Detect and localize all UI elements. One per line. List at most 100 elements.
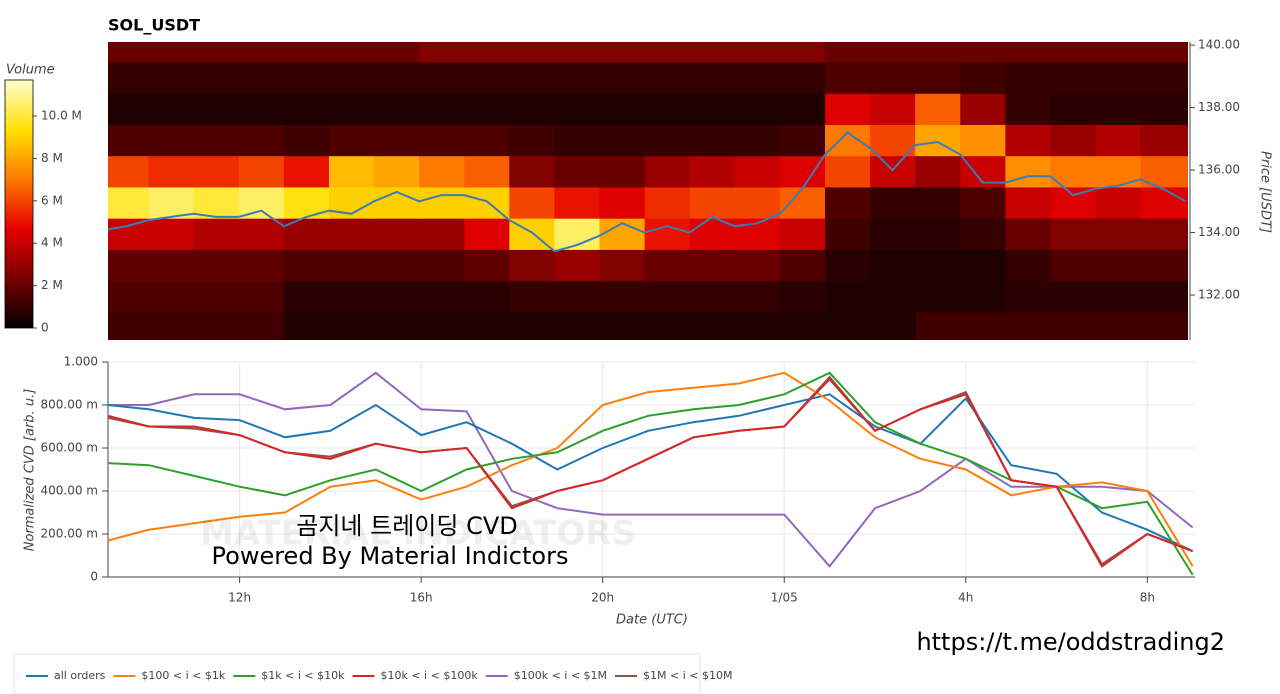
heatmap-cell <box>870 218 916 250</box>
heatmap-cell <box>734 280 781 313</box>
heatmap-cell <box>689 155 736 188</box>
heatmap-cell <box>824 186 871 219</box>
heatmap-cell <box>1095 218 1142 250</box>
heatmap-cell <box>734 186 781 219</box>
heatmap-cell <box>644 218 691 250</box>
heatmap-cell <box>193 93 240 125</box>
heatmap-cell <box>238 61 285 94</box>
heatmap-cell <box>148 249 195 282</box>
heatmap-cell <box>915 155 961 188</box>
heatmap-cell <box>464 61 510 94</box>
heatmap-cell <box>509 249 555 282</box>
heatmap-cell <box>644 93 691 125</box>
heatmap-cell <box>464 311 510 340</box>
heatmap-cell <box>1095 124 1142 157</box>
heatmap-cell <box>644 280 691 313</box>
heatmap-cell <box>779 124 826 157</box>
heatmap-cell <box>193 155 240 188</box>
heatmap-cell <box>1005 124 1051 157</box>
legend-label: $1k < i < $10k <box>261 669 345 682</box>
heatmap-cell <box>374 42 420 63</box>
heatmap-cell <box>328 249 375 282</box>
heatmap-cell <box>554 249 601 282</box>
heatmap-cell <box>824 155 871 188</box>
heatmap-cell <box>599 93 646 125</box>
heatmap-cell <box>644 124 691 157</box>
heatmap-cell <box>193 218 240 250</box>
heatmap-cell <box>644 311 691 340</box>
colorbar-tick-label: 6 M <box>41 193 63 207</box>
heatmap-cell <box>779 61 826 94</box>
heatmap-cell <box>374 93 420 125</box>
heatmap-cell <box>1050 249 1097 282</box>
y-axis-label: Price [USDT] <box>1258 151 1273 233</box>
heatmap-cell <box>1050 124 1097 157</box>
colorbar-tick-label: 10.0 M <box>41 109 82 123</box>
heatmap-cell <box>108 93 150 125</box>
heatmap-cell <box>1005 155 1051 188</box>
heatmap-cell <box>419 124 465 157</box>
heatmap-cell <box>960 93 1006 125</box>
heatmap-cell <box>108 124 150 157</box>
price-line <box>108 131 1187 253</box>
heatmap-cell <box>238 249 285 282</box>
heatmap-cell <box>1005 249 1051 282</box>
heatmap-cell <box>960 311 1006 340</box>
heatmap-cell <box>644 61 691 94</box>
heatmap-cell <box>599 311 646 340</box>
heatmap-cell <box>689 61 736 94</box>
annotation: 곰지네 트레이딩 CVD <box>296 512 517 540</box>
heatmap-cell <box>1140 61 1188 94</box>
heatmap-cell <box>824 42 871 63</box>
heatmap-cell <box>554 42 601 63</box>
cvd-line <box>108 371 1194 568</box>
heatmap-cell <box>1140 93 1188 125</box>
colorbar-tick-label: 2 M <box>41 278 63 292</box>
heatmap-cell <box>1050 218 1097 250</box>
heatmap-cell <box>193 249 240 282</box>
heatmap-cell <box>960 218 1006 250</box>
heatmap-cell <box>238 311 285 340</box>
heatmap-cell <box>419 280 465 313</box>
legend-label: $10k < i < $100k <box>380 669 478 682</box>
heatmap-cell <box>1095 93 1142 125</box>
heatmap-cell <box>108 218 150 250</box>
heatmap-cell <box>734 155 781 188</box>
heatmap-cell <box>870 249 916 282</box>
heatmap-cell <box>464 280 510 313</box>
heatmap-cell <box>1095 155 1142 188</box>
y-tick-label: 1.000 <box>64 355 98 369</box>
heatmap-cell <box>1095 186 1142 219</box>
heatmap-cell <box>328 155 375 188</box>
heatmap-cell <box>148 61 195 94</box>
y-tick-label: 800.00 m <box>41 398 99 412</box>
y-tick-label: 132.00 <box>1198 288 1240 302</box>
colorbar <box>4 79 34 329</box>
x-tick-label: 16h <box>410 591 433 605</box>
legend-label: $100 < i < $1k <box>141 669 225 682</box>
heatmap-cell <box>915 249 961 282</box>
heatmap-cell <box>824 93 871 125</box>
heatmap-cell <box>238 42 285 63</box>
heatmap-cell <box>328 61 375 94</box>
heatmap-cell <box>734 311 781 340</box>
x-tick-label: 12h <box>228 591 251 605</box>
heatmap-cell <box>1005 61 1051 94</box>
y-tick-label: 136.00 <box>1198 163 1240 177</box>
heatmap-cell <box>779 155 826 188</box>
heatmap-cell <box>870 311 916 340</box>
heatmap-cell <box>464 124 510 157</box>
heatmap-cell <box>419 61 465 94</box>
heatmap-cell <box>960 42 1006 63</box>
heatmap-cell <box>193 42 240 63</box>
heatmap-cell <box>374 280 420 313</box>
heatmap-cell <box>283 42 330 63</box>
heatmap-cell <box>644 186 691 219</box>
heatmap-cell <box>915 311 961 340</box>
heatmap-cell <box>193 280 240 313</box>
heatmap-cell <box>1095 280 1142 313</box>
heatmap-cell <box>1140 280 1188 313</box>
y-axis-label: Normalized CVD [arb. u.] <box>23 389 38 552</box>
heatmap-cell <box>870 186 916 219</box>
